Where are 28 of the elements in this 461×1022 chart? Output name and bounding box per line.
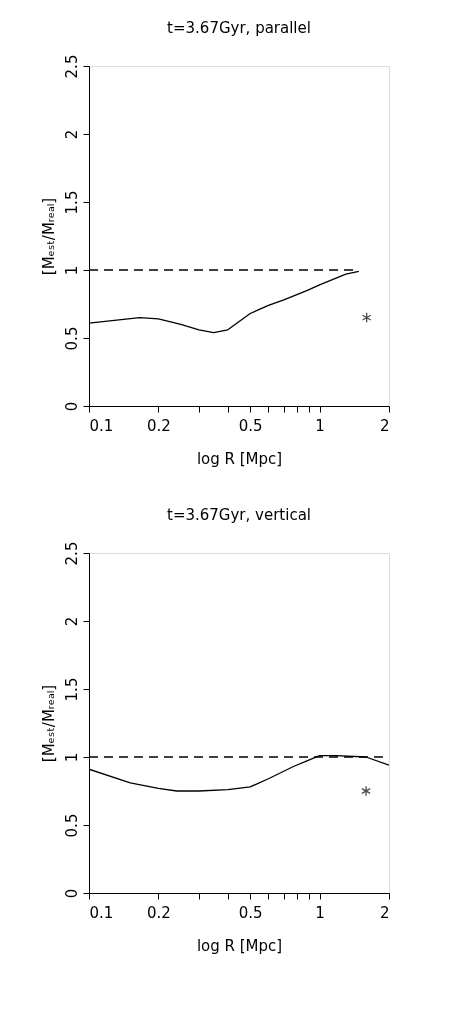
x-axis-title: log R [Mpc] (196, 449, 283, 468)
x-tick-label: 2 (379, 416, 390, 435)
y-tick-label: 0.5 (62, 813, 81, 838)
x-tick-label: 2 (379, 903, 390, 922)
y-tick-label: 1 (62, 752, 81, 763)
y-tick-label: 2 (62, 616, 81, 627)
x-tick-label: 1 (315, 903, 325, 922)
chart-title: t=3.67Gyr, vertical (167, 506, 311, 525)
y-axis-title: [Mₑₛₜ/Mᵣₑₐₗ] (39, 684, 58, 763)
y-tick-label: 2 (62, 129, 81, 140)
x-tick-label: 0.1 (89, 416, 114, 435)
y-tick-label: 0 (62, 401, 81, 412)
y-axis-title: [Mₑₛₜ/Mᵣₑₐₗ] (39, 197, 58, 276)
x-tick-label: 0.2 (146, 416, 171, 435)
x-tick-label: 0.1 (89, 903, 114, 922)
y-tick-label: 1.5 (62, 190, 81, 215)
x-tick-label: 1 (315, 416, 325, 435)
y-tick-label: 0 (62, 888, 81, 899)
y-tick-label: 0.5 (62, 326, 81, 351)
y-tick-label: 2.5 (62, 541, 81, 566)
y-tick-label: 2.5 (62, 54, 81, 79)
y-tick-label: 1.5 (62, 677, 81, 702)
y-tick-label: 1 (62, 265, 81, 276)
chart-title: t=3.67Gyr, parallel (167, 19, 311, 38)
x-tick-label: 0.5 (238, 903, 263, 922)
x-tick-label: 0.2 (146, 903, 171, 922)
x-tick-label: 0.5 (238, 416, 263, 435)
x-axis-title: log R [Mpc] (196, 936, 283, 955)
